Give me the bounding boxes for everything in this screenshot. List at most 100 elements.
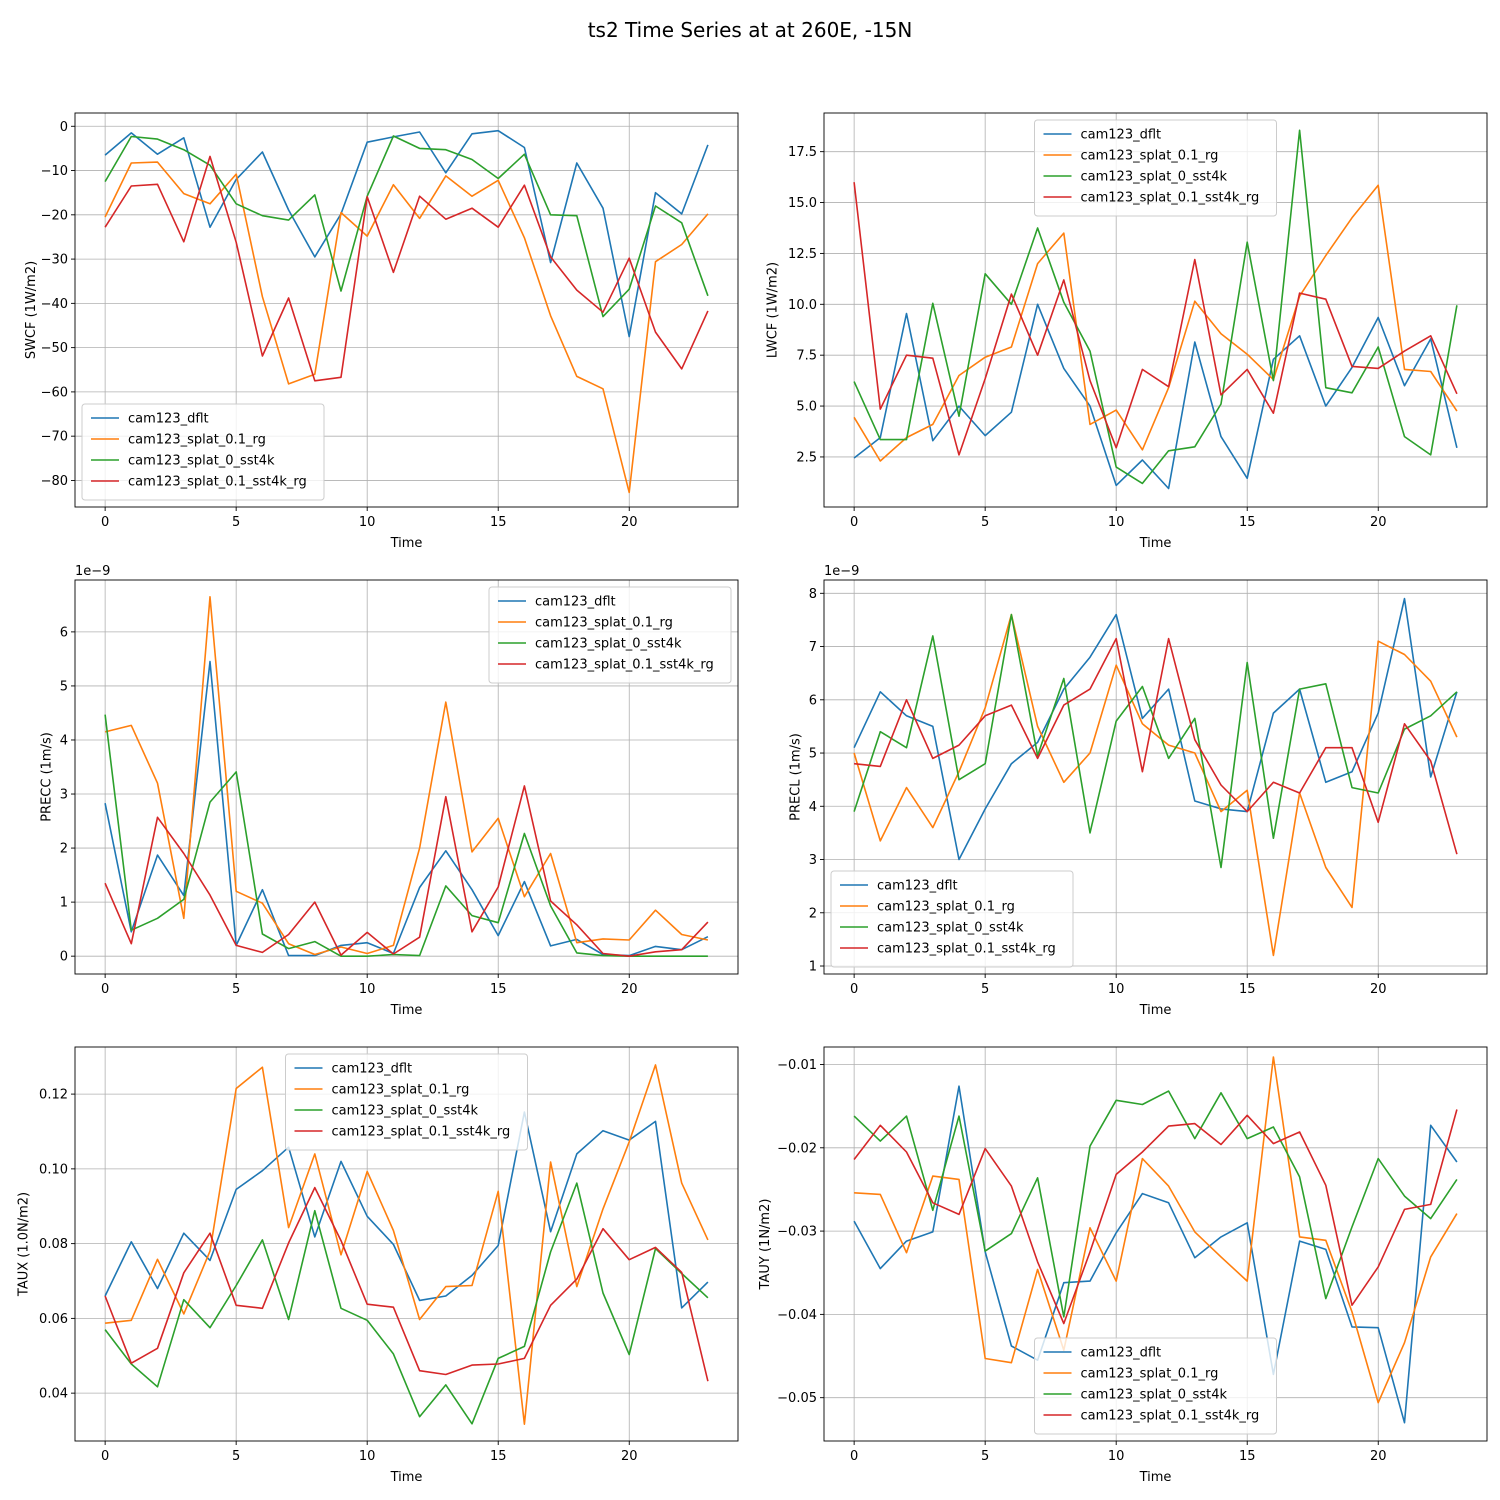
y-axis-label: TAUX (1.0N/m2) bbox=[17, 1192, 32, 1297]
y-tick-label: −30 bbox=[41, 253, 68, 268]
y-tick-label: −0.02 bbox=[777, 1141, 817, 1156]
y-tick-label: −60 bbox=[41, 385, 68, 400]
legend-label-cam123-splat-0-1-sst4k-rg: cam123_splat_0.1_sst4k_rg bbox=[1081, 1409, 1260, 1424]
x-tick-label: 15 bbox=[490, 515, 507, 530]
axes-frame bbox=[74, 112, 739, 508]
x-tick-label: 20 bbox=[1370, 982, 1387, 997]
legend-label-cam123-splat-0-sst4k: cam123_splat_0_sst4k bbox=[535, 637, 682, 652]
legend-label-cam123-dflt: cam123_dflt bbox=[1081, 1346, 1162, 1361]
axes-frame bbox=[823, 1046, 1488, 1442]
x-axis-label: Time bbox=[390, 1470, 423, 1485]
legend-box bbox=[285, 1053, 528, 1151]
x-axis-label: Time bbox=[1139, 1470, 1172, 1485]
legend: cam123_dflt cam123_splat_0.1_rg cam123_spl… bbox=[1034, 1337, 1277, 1435]
y-tick-label: −0.04 bbox=[777, 1308, 817, 1323]
y-tick-label: 15.0 bbox=[788, 196, 817, 211]
y-tick-label: 3 bbox=[60, 788, 68, 803]
axes-frame bbox=[823, 112, 1488, 508]
x-tick-label: 5 bbox=[232, 1449, 240, 1464]
figure-title: ts2 Time Series at at 260E, -15N bbox=[588, 18, 913, 42]
subplot-grid: 0 5 10 15 200−10−20−30−40−50−60−70−80TimeSWC… bbox=[17, 112, 1488, 1485]
legend-box bbox=[1034, 119, 1277, 217]
y-tick-label: 7 bbox=[809, 640, 817, 655]
x-tick-label: 15 bbox=[1239, 515, 1256, 530]
y-tick-label: 1 bbox=[60, 896, 68, 911]
legend-label-cam123-splat-0-1-rg: cam123_splat_0.1_rg bbox=[535, 616, 673, 631]
y-axis-label: PRECL (1m/s) bbox=[788, 733, 803, 821]
x-tick-label: 20 bbox=[621, 515, 638, 530]
x-tick-label: 10 bbox=[1108, 1449, 1125, 1464]
legend: cam123_dflt cam123_splat_0.1_rg cam123_spl… bbox=[81, 403, 325, 501]
series-line-cam123-dflt bbox=[104, 129, 709, 338]
axes-frame bbox=[74, 579, 739, 975]
series-line-cam123-splat-0-1-sst4k-rg bbox=[104, 1186, 709, 1382]
y-tick-label: 0.12 bbox=[39, 1088, 68, 1103]
legend-label-cam123-splat-0-1-sst4k-rg: cam123_splat_0.1_sst4k_rg bbox=[128, 475, 307, 490]
legend-label-cam123-splat-0-1-rg: cam123_splat_0.1_rg bbox=[1081, 1367, 1219, 1382]
x-tick-label: 20 bbox=[621, 1449, 638, 1464]
y-tick-label: 8 bbox=[809, 587, 817, 602]
x-tick-label: 20 bbox=[1370, 1449, 1387, 1464]
legend-label-cam123-splat-0-1-rg: cam123_splat_0.1_rg bbox=[332, 1083, 470, 1098]
x-tick-label: 0 bbox=[101, 982, 109, 997]
legend-box bbox=[1034, 1337, 1277, 1435]
y-tick-label: −0.03 bbox=[777, 1225, 817, 1240]
y-tick-label: −10 bbox=[41, 164, 68, 179]
y-tick-label: 0.10 bbox=[39, 1162, 68, 1177]
series-line-cam123-splat-0-1-sst4k-rg bbox=[853, 1109, 1458, 1325]
legend-label-cam123-dflt: cam123_dflt bbox=[1081, 128, 1162, 143]
legend: cam123_dflt cam123_splat_0.1_rg cam123_spl… bbox=[488, 586, 732, 684]
y-tick-label: −70 bbox=[41, 430, 68, 445]
series-line-cam123-splat-0-1-rg bbox=[853, 613, 1458, 957]
y-tick-label: 0.06 bbox=[39, 1312, 68, 1327]
y-tick-label: −40 bbox=[41, 297, 68, 312]
legend-label-cam123-splat-0-sst4k: cam123_splat_0_sst4k bbox=[1081, 1388, 1228, 1403]
legend-label-cam123-splat-0-1-sst4k-rg: cam123_splat_0.1_sst4k_rg bbox=[535, 658, 714, 673]
x-tick-label: 10 bbox=[1108, 982, 1125, 997]
y-tick-label: 2 bbox=[60, 842, 68, 857]
x-tick-label: 20 bbox=[1370, 515, 1387, 530]
x-tick-label: 15 bbox=[490, 1449, 507, 1464]
y-tick-label: −20 bbox=[41, 208, 68, 223]
legend-label-cam123-splat-0-1-rg: cam123_splat_0.1_rg bbox=[1081, 149, 1219, 164]
legend-box bbox=[81, 403, 325, 501]
legend-box bbox=[830, 870, 1074, 968]
y-tick-label: 2 bbox=[809, 906, 817, 921]
x-tick-label: 0 bbox=[850, 982, 858, 997]
legend-label-cam123-splat-0-sst4k: cam123_splat_0_sst4k bbox=[332, 1104, 479, 1119]
x-tick-label: 0 bbox=[850, 515, 858, 530]
y-tick-label: 7.5 bbox=[796, 349, 817, 364]
y-offset-text: 1e−9 bbox=[75, 564, 110, 579]
legend-label-cam123-dflt: cam123_dflt bbox=[535, 595, 616, 610]
series-line-cam123-splat-0-1-rg bbox=[853, 184, 1458, 462]
y-tick-label: 0 bbox=[60, 120, 68, 135]
subplot-3: 0 5 10 15 20 0 1 2 3 4 5 6 Time PRECC (1m/s) 1e−9 cam12… bbox=[39, 564, 739, 1018]
x-tick-label: 15 bbox=[1239, 982, 1256, 997]
series-line-cam123-splat-0-1-sst4k-rg bbox=[853, 182, 1458, 456]
x-tick-label: 5 bbox=[981, 1449, 989, 1464]
x-tick-label: 20 bbox=[621, 982, 638, 997]
x-tick-label: 5 bbox=[981, 515, 989, 530]
x-tick-label: 5 bbox=[981, 982, 989, 997]
x-axis-label: Time bbox=[390, 1003, 423, 1018]
y-tick-label: 5 bbox=[60, 679, 68, 694]
x-tick-label: 10 bbox=[359, 1449, 376, 1464]
legend: cam123_dflt cam123_splat_0.1_rg cam123_spl… bbox=[285, 1053, 528, 1151]
series-line-cam123-splat-0-1-sst4k-rg bbox=[854, 637, 1458, 855]
y-tick-label: 5 bbox=[809, 747, 817, 762]
series-line-cam123-splat-0-1-rg bbox=[854, 1056, 1458, 1404]
legend: cam123_dflt cam123_splat_0.1_rg cam123_spl… bbox=[830, 870, 1074, 968]
subplot-6: 0 5 10 15 20 −0.01 −0.02 −0.03 −0.04 −0.05 Time TAU… bbox=[758, 1046, 1488, 1485]
legend-label-cam123-splat-0-1-sst4k-rg: cam123_splat_0.1_sst4k_rg bbox=[877, 942, 1056, 957]
x-tick-label: 10 bbox=[1108, 515, 1125, 530]
legend-label-cam123-splat-0-1-rg: cam123_splat_0.1_rg bbox=[128, 433, 266, 448]
legend-label-cam123-splat-0-sst4k: cam123_splat_0_sst4k bbox=[128, 454, 275, 469]
y-tick-label: 2.5 bbox=[796, 450, 817, 465]
legend-box bbox=[488, 586, 732, 684]
legend: cam123_dflt cam123_splat_0.1_rg cam123_spl… bbox=[1034, 119, 1277, 217]
y-tick-label: 6 bbox=[60, 625, 68, 640]
series-line-cam123-splat-0-1-rg bbox=[104, 595, 709, 956]
x-tick-label: 15 bbox=[490, 982, 507, 997]
